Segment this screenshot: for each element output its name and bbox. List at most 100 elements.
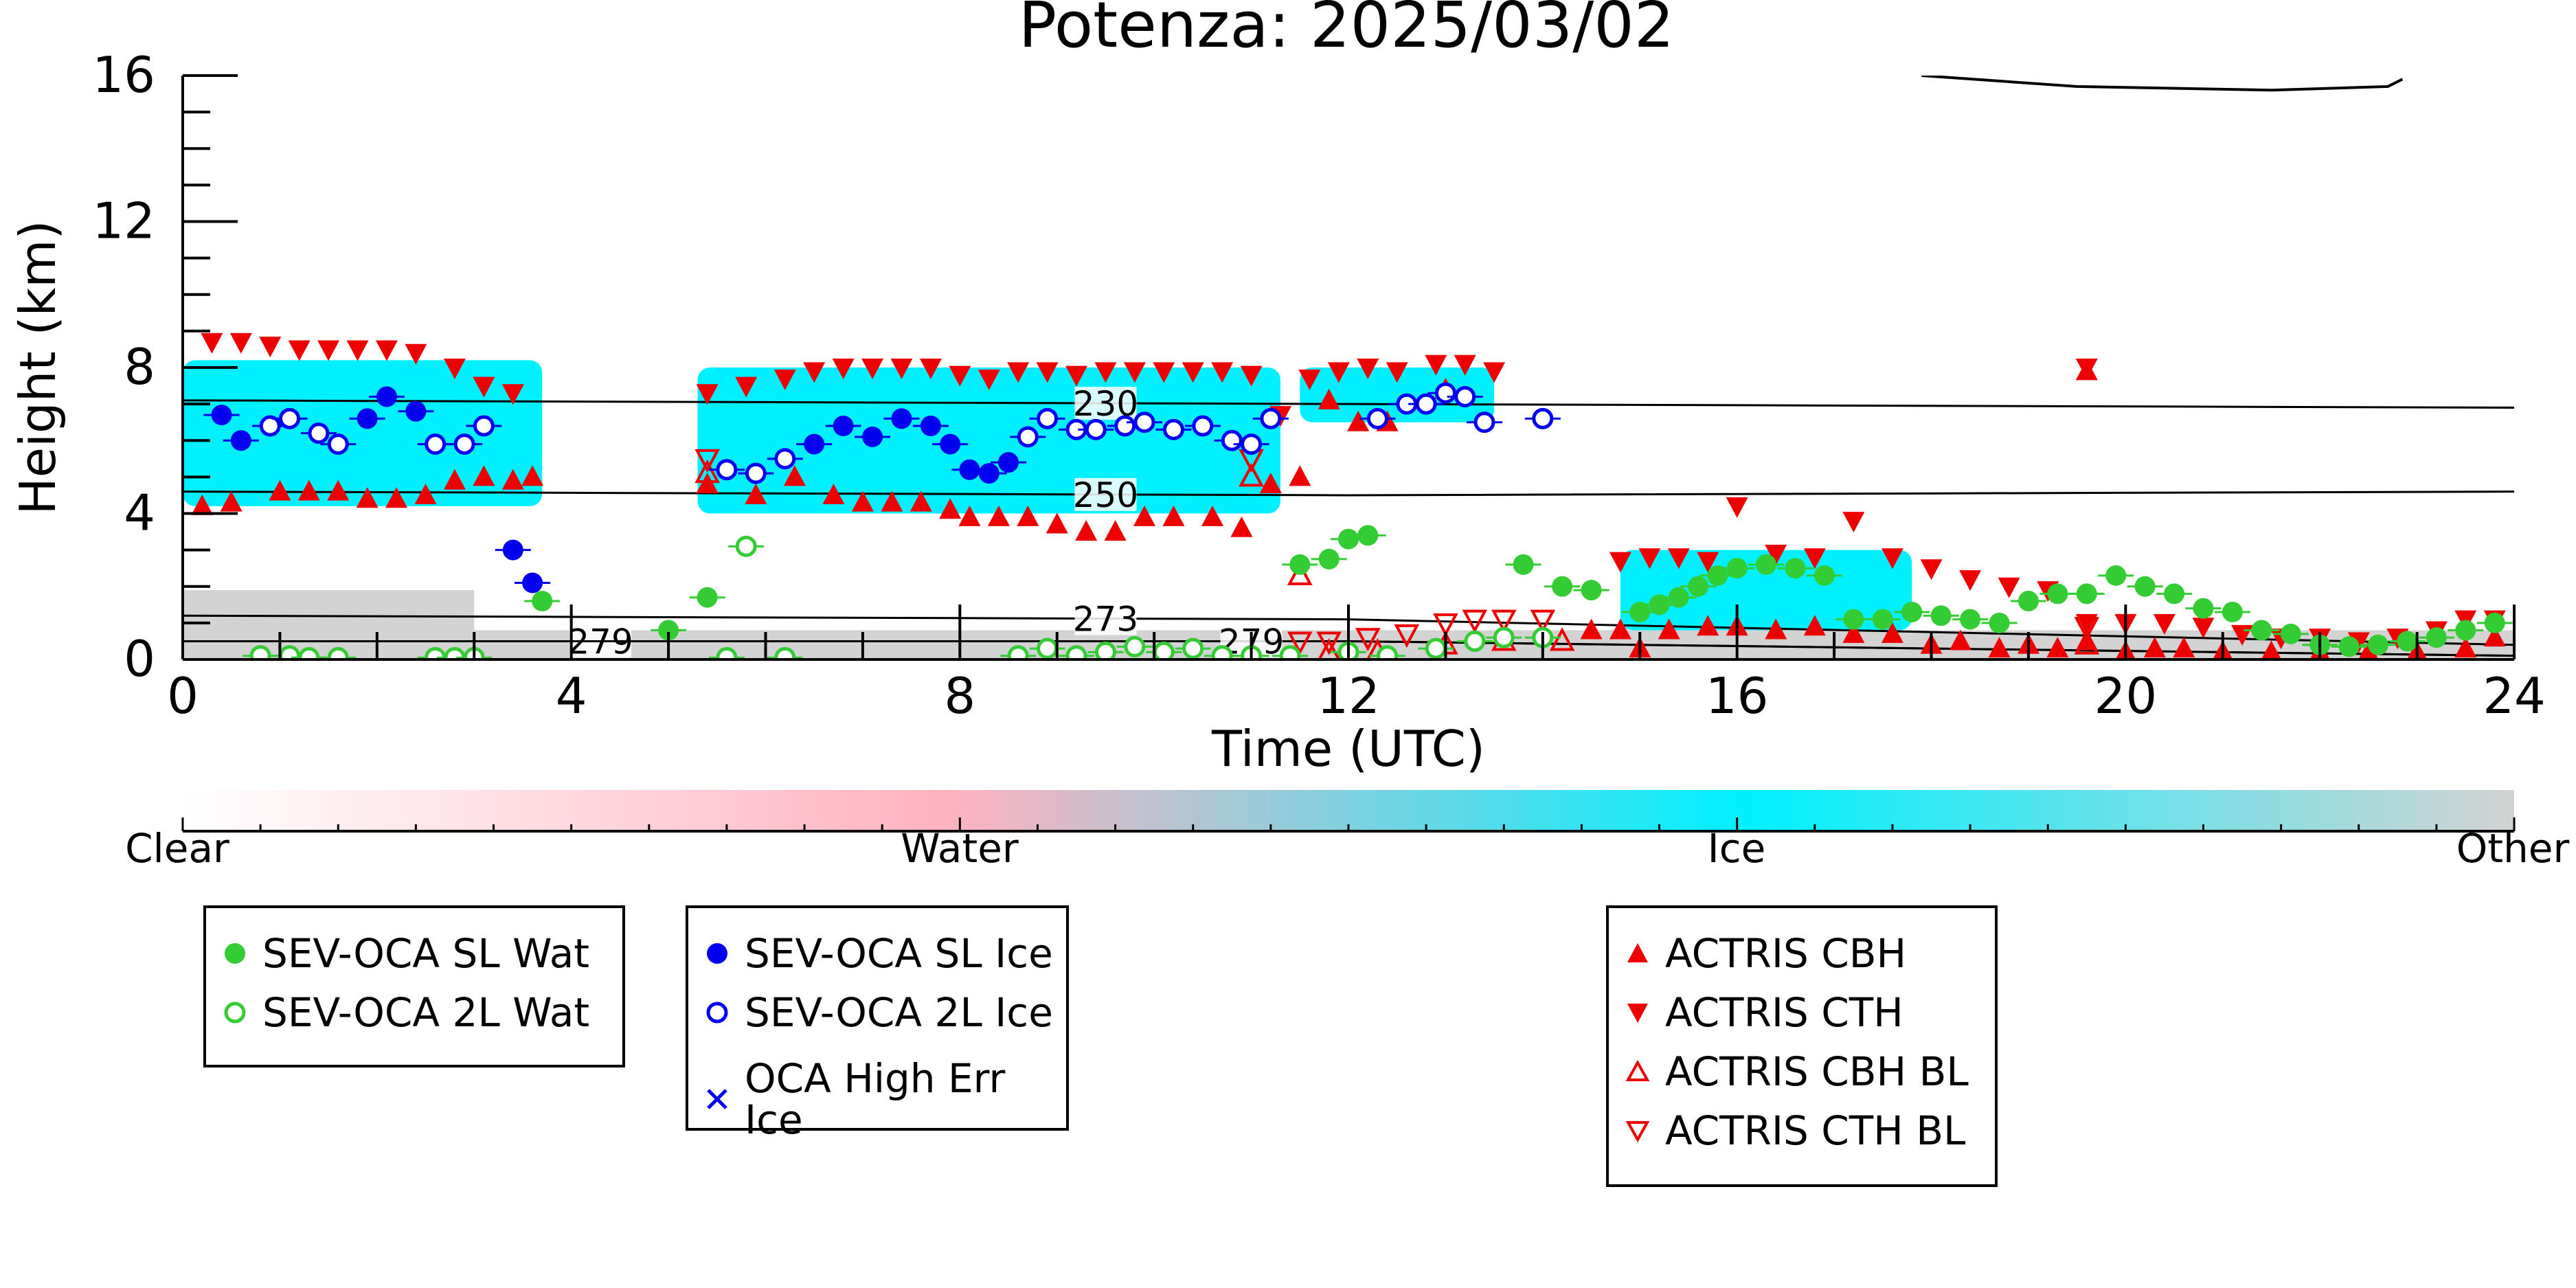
actris-cbh-bl-point bbox=[1318, 638, 1341, 659]
sev-oca-2l-ice-point bbox=[1415, 393, 1437, 415]
ice-region bbox=[183, 360, 543, 506]
sev-oca-sl-wat-point bbox=[1785, 558, 1806, 579]
actris-cth-point bbox=[919, 359, 942, 379]
sev-oca-sl-ice-point bbox=[502, 539, 523, 561]
legend-label: SEV-OCA SL Wat bbox=[262, 930, 590, 977]
sev-oca-sl-wat-point bbox=[2368, 634, 2389, 655]
actris-cbh-point bbox=[1609, 618, 1631, 640]
sev-oca-sl-wat-point bbox=[1989, 612, 2010, 633]
actris-cbh-point bbox=[269, 479, 291, 501]
sev-oca-2l-ice-point bbox=[1192, 415, 1214, 437]
sev-oca-2l-ice-point bbox=[1017, 426, 1039, 448]
open-circle-blue-icon bbox=[706, 1002, 728, 1024]
actris-cth-point bbox=[346, 340, 369, 361]
actris-cbh-point bbox=[297, 479, 320, 501]
actris-cbh-point bbox=[1988, 637, 2011, 658]
sev-oca-sl-ice-point bbox=[940, 433, 961, 455]
actris-cbh-point bbox=[191, 494, 214, 515]
actris-cbh-point bbox=[1658, 618, 1680, 640]
actris-cth-bl-point bbox=[1287, 631, 1313, 655]
actris-cbh-point bbox=[783, 465, 806, 486]
y-tick-label: 4 bbox=[124, 484, 155, 542]
colorbar-ticks bbox=[181, 817, 2516, 831]
sev-oca-sl-wat-point bbox=[1872, 609, 1893, 630]
legend-item-sev-oca-sl-ice: SEV-OCA SL Ice bbox=[703, 933, 1053, 974]
sev-oca-2l-ice-point bbox=[1085, 418, 1107, 440]
sev-oca-2l-ice-point bbox=[327, 433, 349, 455]
colorbar-label-water: Water bbox=[901, 825, 1019, 866]
sev-oca-sl-ice-point bbox=[376, 386, 397, 407]
sev-oca-2l-ice-point bbox=[716, 459, 738, 481]
sev-oca-sl-wat-point bbox=[2280, 623, 2301, 644]
actris-cbh-bl-point bbox=[1549, 627, 1575, 651]
y-tick-label: 0 bbox=[124, 630, 155, 688]
x-tick-label: 8 bbox=[944, 667, 975, 725]
marker-layer bbox=[191, 332, 2513, 659]
sev-oca-2l-wat-point bbox=[1425, 637, 1447, 659]
actris-cth-point bbox=[288, 340, 310, 361]
actris-cbh-point bbox=[1133, 505, 1156, 526]
sev-oca-2l-ice-point bbox=[774, 448, 796, 470]
x-axis-label: Time (UTC) bbox=[1211, 720, 1485, 778]
actris-cbh-point bbox=[2046, 637, 2069, 658]
sev-oca-sl-wat-point bbox=[1513, 554, 1534, 575]
sev-oca-sl-wat-point bbox=[1629, 601, 1651, 622]
actris-cbh-bl-point bbox=[1287, 561, 1313, 585]
sev-oca-sl-wat-point bbox=[1688, 576, 1709, 597]
x-tick-label: 16 bbox=[1706, 667, 1769, 725]
sev-oca-sl-wat-point bbox=[1668, 587, 1689, 608]
sev-oca-2l-ice-point bbox=[1133, 411, 1155, 433]
actris-cth-point bbox=[1609, 552, 1631, 573]
sev-oca-sl-wat-point bbox=[2047, 583, 2068, 605]
upper-contour-line bbox=[1921, 76, 2404, 92]
sev-oca-2l-ice-point bbox=[1434, 382, 1456, 404]
sev-oca-2l-ice-point bbox=[1162, 418, 1184, 440]
actris-cbh-point bbox=[2261, 640, 2282, 659]
colorbar-label-clear: Clear bbox=[125, 825, 229, 866]
sev-oca-2l-wat-point bbox=[279, 645, 301, 659]
sev-oca-2l-wat-point bbox=[1065, 645, 1087, 659]
colorbar-gradient bbox=[183, 790, 2514, 830]
actris-cth-point bbox=[949, 365, 971, 387]
sev-oca-2l-ice-point bbox=[473, 415, 495, 437]
other-region bbox=[183, 590, 475, 659]
actris-cbh-point bbox=[1289, 465, 1311, 486]
legend-item-actris-cth-bl: ACTRIS CTH BL bbox=[1624, 1110, 1965, 1151]
filled-circle-green-icon bbox=[225, 943, 245, 964]
sev-oca-sl-ice-point bbox=[211, 405, 232, 426]
sev-oca-sl-ice-point bbox=[804, 433, 825, 455]
sev-oca-2l-wat-point bbox=[1094, 641, 1116, 659]
ice-region bbox=[1620, 550, 1912, 631]
actris-cth-point bbox=[443, 359, 466, 379]
actris-cbh-point bbox=[1697, 615, 1719, 636]
sev-oca-2l-ice-point bbox=[1260, 407, 1282, 429]
actris-cth-point bbox=[1065, 365, 1088, 387]
sev-oca-2l-ice-point bbox=[259, 415, 281, 437]
sev-oca-2l-wat-point bbox=[1007, 645, 1029, 659]
actris-cbh-point bbox=[2454, 637, 2477, 658]
actris-cth-point bbox=[1425, 354, 1447, 376]
actris-cbh-point bbox=[939, 498, 962, 519]
sev-oca-2l-ice-point bbox=[308, 422, 330, 444]
actris-cth-point bbox=[1483, 362, 1506, 383]
legend-label: ACTRIS CTH bbox=[1665, 989, 1903, 1036]
legend-label: ACTRIS CBH bbox=[1665, 930, 1907, 977]
sev-oca-2l-wat-point bbox=[327, 646, 349, 659]
sev-oca-sl-ice-point bbox=[959, 459, 980, 480]
sev-oca-sl-wat-point bbox=[532, 591, 553, 611]
actris-cbh-point bbox=[1017, 505, 1039, 526]
legend-label: ACTRIS CBH BL bbox=[1665, 1048, 1969, 1095]
actris-cbh-bl-point bbox=[694, 459, 720, 484]
actris-cth-point bbox=[696, 384, 719, 405]
legend-label: SEV-OCA 2L Wat bbox=[262, 989, 590, 1036]
sev-oca-2l-wat-point bbox=[1182, 637, 1204, 659]
x-tick-label: 4 bbox=[556, 667, 587, 725]
sev-oca-2l-wat-point bbox=[1493, 626, 1515, 648]
actris-cbh-bl-point bbox=[1239, 463, 1264, 487]
sev-oca-2l-ice-point bbox=[1037, 407, 1059, 429]
actris-cbh-point bbox=[1347, 410, 1370, 431]
sev-oca-2l-wat-point bbox=[1211, 645, 1233, 659]
actris-cth-point bbox=[1765, 544, 1787, 565]
isotherm-label-bg bbox=[1074, 477, 1137, 511]
